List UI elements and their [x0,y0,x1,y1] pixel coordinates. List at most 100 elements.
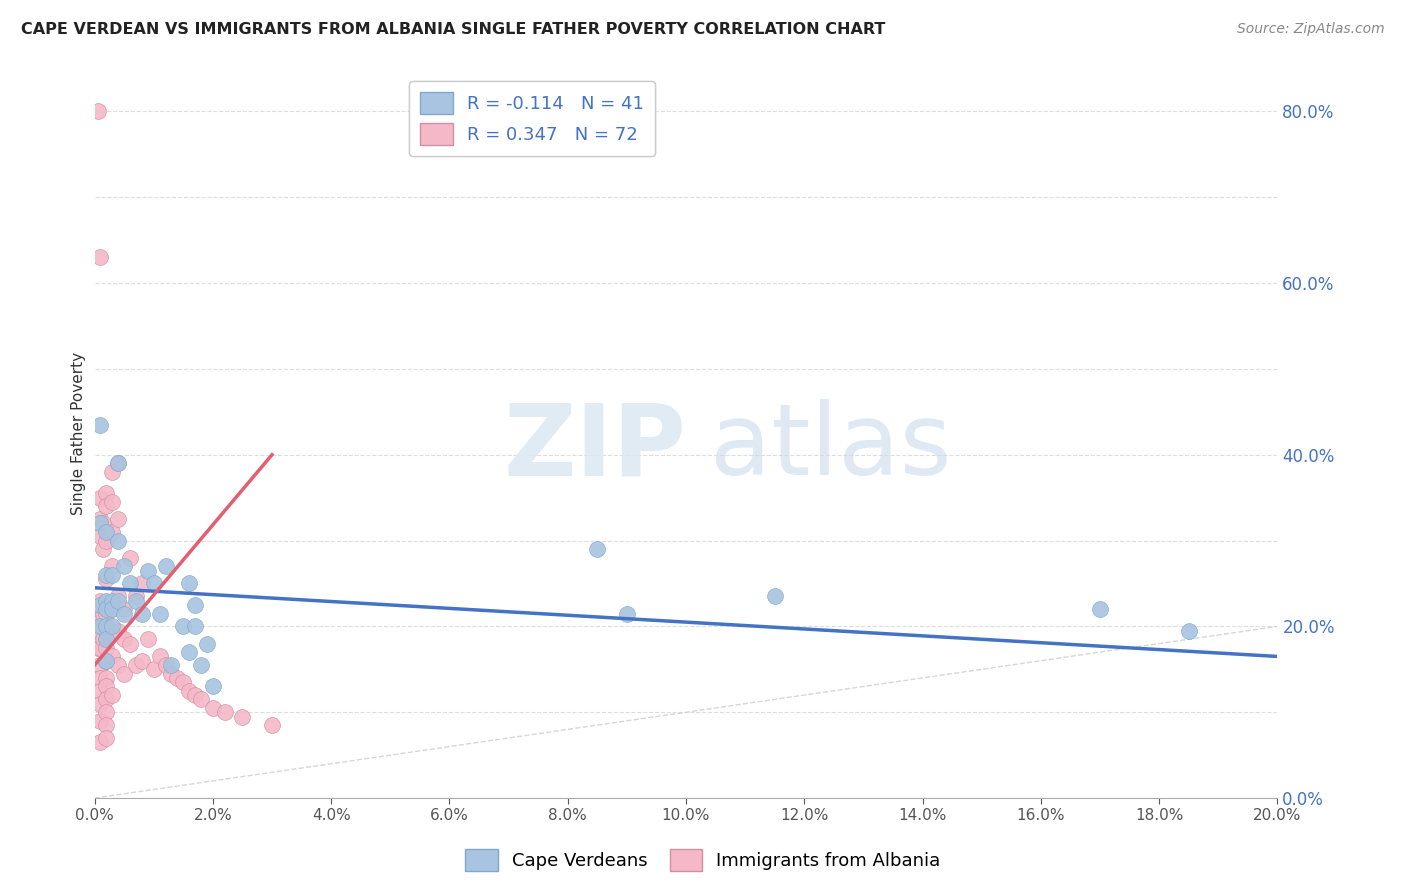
Point [172,619,194,633]
Point [86,640,108,655]
Point [586,542,609,557]
Point [96,500,118,514]
Point [89,624,111,638]
Point [179,683,201,698]
Point [112,559,135,574]
Point [96,607,118,621]
Point [120,576,142,591]
Point [125,658,148,673]
Text: atlas: atlas [710,400,952,496]
Point [1088,602,1111,616]
Point [136,564,159,578]
Point [260,718,283,732]
Point [107,624,129,638]
Point [763,590,786,604]
Point [160,666,183,681]
Point [89,512,111,526]
Point [96,705,118,719]
Point [101,624,124,638]
Point [86,104,108,119]
Point [96,619,118,633]
Text: Source: ZipAtlas.com: Source: ZipAtlas.com [1237,22,1385,37]
Point [96,593,118,607]
Point [89,491,111,505]
Point [136,632,159,647]
Point [89,611,111,625]
Point [96,654,118,668]
Point [89,593,111,607]
Point [101,602,124,616]
Point [89,516,111,531]
Legend: Cape Verdeans, Immigrants from Albania: Cape Verdeans, Immigrants from Albania [458,842,948,879]
Point [190,692,212,706]
Point [125,593,148,607]
Point [155,658,177,673]
Point [101,559,124,574]
Point [201,701,224,715]
Point [1177,624,1199,638]
Point [101,619,124,633]
Point [160,658,183,673]
Point [107,456,129,470]
Point [96,654,118,668]
Point [96,632,118,647]
Point [155,559,177,574]
Point [93,607,115,621]
Point [86,624,108,638]
Point [131,607,153,621]
Point [101,465,124,479]
Point [112,607,135,621]
Point [112,666,135,681]
Legend: R = -0.114   N = 41, R = 0.347   N = 72: R = -0.114 N = 41, R = 0.347 N = 72 [409,81,655,156]
Point [89,529,111,543]
Point [89,697,111,711]
Point [179,576,201,591]
Point [616,607,638,621]
Point [166,671,188,685]
Point [149,607,172,621]
Point [101,649,124,664]
Point [93,542,115,557]
Point [89,619,111,633]
Point [96,486,118,500]
Point [107,590,129,604]
Point [89,671,111,685]
Point [89,640,111,655]
Point [96,692,118,706]
Point [172,675,194,690]
Text: ZIP: ZIP [503,400,686,496]
Point [101,568,124,582]
Point [96,602,118,616]
Point [93,632,115,647]
Point [89,735,111,749]
Point [101,602,124,616]
Point [89,417,111,432]
Point [125,590,148,604]
Point [107,658,129,673]
Point [107,512,129,526]
Point [89,714,111,728]
Point [195,636,218,650]
Point [89,598,111,612]
Point [89,658,111,673]
Point [190,658,212,673]
Point [89,251,111,265]
Point [96,640,118,655]
Point [231,709,253,723]
Point [101,593,124,607]
Point [96,718,118,732]
Point [214,705,236,719]
Point [201,680,224,694]
Point [142,576,165,591]
Point [120,550,142,565]
Point [96,568,118,582]
Point [96,533,118,548]
Point [107,456,129,470]
Point [142,662,165,676]
Point [89,683,111,698]
Point [96,731,118,745]
Point [112,602,135,616]
Point [96,524,118,539]
Point [112,632,135,647]
Point [184,688,207,702]
